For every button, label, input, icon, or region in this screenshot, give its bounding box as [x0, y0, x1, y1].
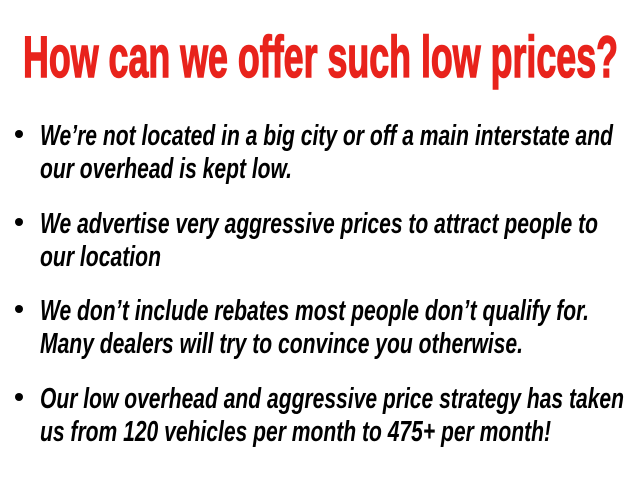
svg-text:We’re not located in a big cit: We’re not located in a big city or off a… — [40, 120, 614, 152]
svg-text:How can we offer such low pric: How can we offer such low prices? — [23, 25, 618, 90]
svg-text:us from 120 vehicles per month: us from 120 vehicles per month to 475+ p… — [40, 416, 551, 448]
svg-text:our location: our location — [40, 241, 161, 273]
svg-text:We advertise very aggressive p: We advertise very aggressive prices to a… — [40, 208, 598, 240]
svg-text:our overhead is kept low.: our overhead is kept low. — [40, 153, 292, 185]
svg-text:We don’t include rebates most: We don’t include rebates most people don… — [40, 295, 589, 327]
svg-text:Many dealers will try to convi: Many dealers will try to convince you ot… — [40, 328, 523, 360]
svg-text:Our low overhead and aggressiv: Our low overhead and aggressive price st… — [40, 383, 624, 415]
